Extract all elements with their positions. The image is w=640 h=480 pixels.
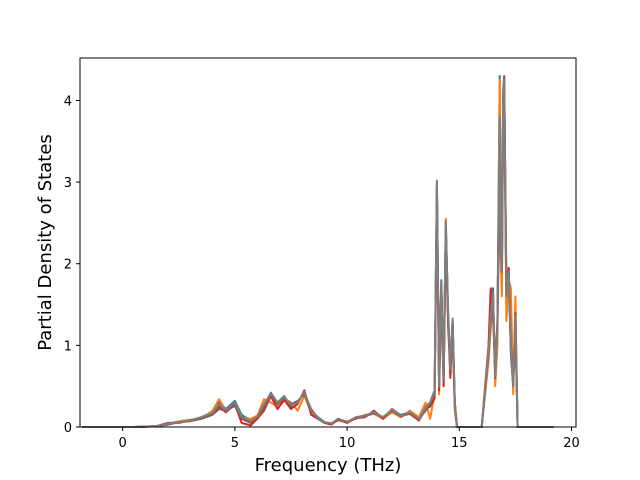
- y-tick-label-0: 0: [64, 421, 72, 436]
- y-tick-label-1: 1: [64, 339, 72, 354]
- series-line-0: [82, 75, 554, 428]
- x-tick-label-1: 5: [231, 436, 239, 451]
- series-line-1: [82, 79, 554, 428]
- x-tick-label-4: 20: [563, 436, 580, 451]
- series-line-4: [82, 79, 554, 428]
- y-axis-title: Partial Density of States: [35, 134, 56, 351]
- y-axis-ticks: 0 1 2 3 4: [64, 94, 80, 436]
- x-axis-ticks: 0 5 10 15 20: [119, 427, 580, 451]
- y-tick-label-3: 3: [64, 176, 72, 191]
- y-tick-label-4: 4: [64, 94, 72, 109]
- x-tick-label-3: 15: [451, 436, 468, 451]
- series-line-3: [82, 75, 554, 428]
- series-line-2: [82, 76, 554, 428]
- x-axis-title: Frequency (THz): [255, 455, 402, 476]
- y-tick-label-2: 2: [64, 258, 72, 273]
- x-tick-label-2: 10: [339, 436, 356, 451]
- series-layer: [82, 75, 554, 428]
- plot-frame: [79, 57, 577, 428]
- x-tick-label-0: 0: [119, 436, 127, 451]
